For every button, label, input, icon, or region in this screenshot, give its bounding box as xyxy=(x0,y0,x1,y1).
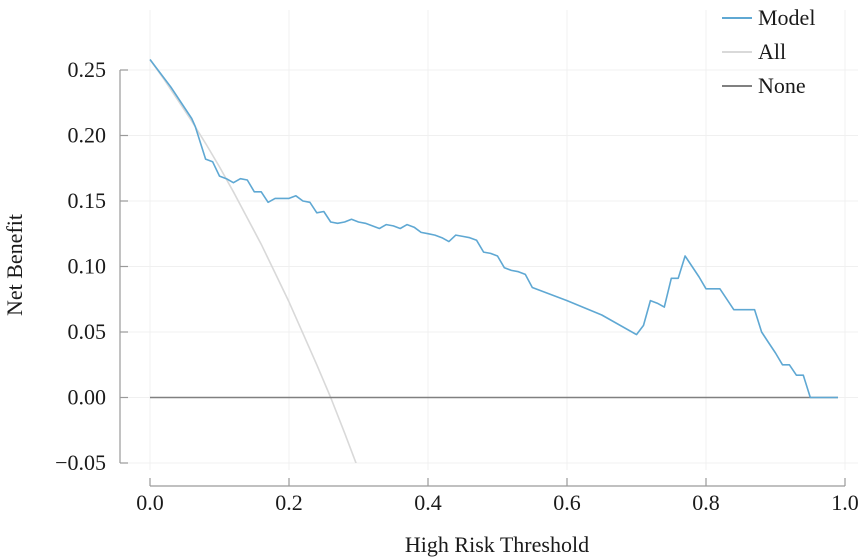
y-axis-title: Net Benefit xyxy=(2,214,27,316)
legend-label-none: None xyxy=(758,73,806,98)
x-tick-label: 0.4 xyxy=(414,490,442,515)
x-tick-label: 0.8 xyxy=(692,490,720,515)
y-tick-label: 0.20 xyxy=(68,123,107,148)
series-line-all xyxy=(149,59,357,463)
x-tick-label: 0.0 xyxy=(136,490,164,515)
y-tick-label: 0.05 xyxy=(68,319,107,344)
legend-label-all: All xyxy=(758,39,786,64)
legend-label-model: Model xyxy=(758,5,815,30)
tick-marks-and-labels: 0.0 0.2 0.4 0.6 0.8 1.0 −0.05 0.00 0.05 0.10 0.15 0… xyxy=(55,57,859,515)
series-lines xyxy=(149,59,838,463)
x-axis-title: High Risk Threshold xyxy=(405,532,589,557)
x-tick-label: 0.2 xyxy=(275,490,303,515)
y-tick-label: 0.15 xyxy=(68,188,107,213)
legend: Model All None xyxy=(722,5,815,98)
x-tick-label: 0.6 xyxy=(553,490,581,515)
axes xyxy=(119,70,845,487)
grid-lines xyxy=(120,10,858,470)
series-line-model xyxy=(149,59,838,399)
y-tick-label: 0.00 xyxy=(68,385,107,410)
y-tick-label: 0.25 xyxy=(68,57,107,82)
x-tick-label: 1.0 xyxy=(831,490,859,515)
y-tick-label: 0.10 xyxy=(68,254,107,279)
y-tick-label: −0.05 xyxy=(55,450,106,475)
